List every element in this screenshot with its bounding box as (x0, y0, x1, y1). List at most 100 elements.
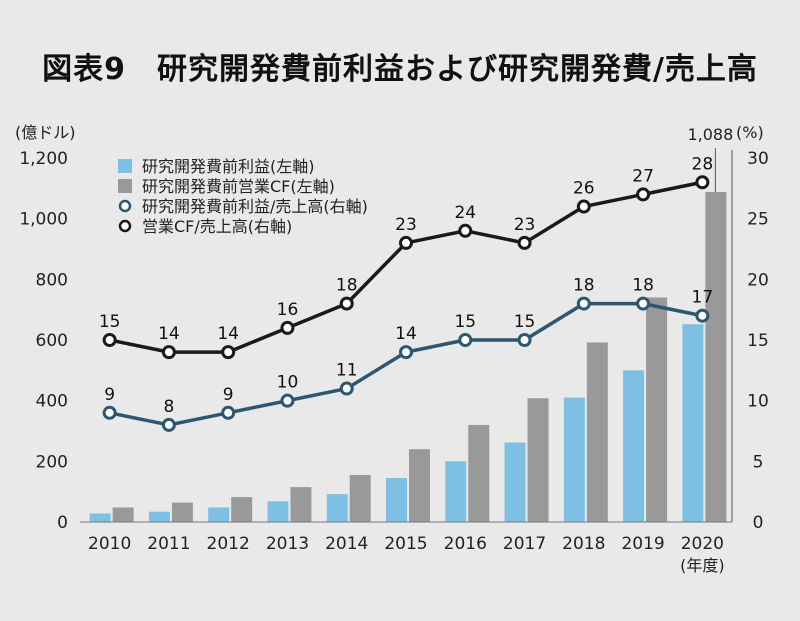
x-tick-label: 2013 (266, 534, 309, 554)
x-tick-label: 2010 (88, 534, 131, 554)
data-label: 24 (454, 203, 476, 223)
bar-operating-cf-2014 (349, 474, 371, 522)
bar-pretax-profit-2015 (386, 478, 407, 522)
data-label: 23 (514, 215, 536, 235)
data-label: 26 (573, 179, 595, 199)
data-label: 17 (692, 288, 714, 308)
legend-label: 営業CF/売上高(右軸) (142, 217, 292, 236)
point-cf-ratio-2011 (161, 345, 176, 360)
bar-operating-cf-2011 (171, 502, 193, 522)
data-label: 18 (336, 276, 358, 296)
bar-pretax-profit-2014 (326, 494, 348, 522)
data-label: 27 (632, 166, 654, 186)
point-profit-ratio-2015 (399, 345, 413, 360)
point-profit-ratio-2020 (695, 308, 710, 323)
bar-operating-cf-2018 (586, 342, 608, 522)
right-tick-label: 5 (753, 452, 764, 472)
x-tick-label: 2020 (681, 534, 724, 554)
point-profit-ratio-2016 (458, 333, 473, 347)
point-cf-ratio-2013 (280, 320, 295, 335)
bar-operating-cf-2012 (231, 497, 253, 522)
point-profit-ratio-2018 (576, 296, 591, 311)
point-profit-ratio-2013 (280, 393, 295, 408)
bar-pretax-profit-2011 (148, 511, 170, 522)
right-tick-label: 20 (747, 270, 769, 290)
point-cf-ratio-2012 (221, 345, 236, 360)
x-tick-label: 2015 (384, 534, 427, 554)
chart-title: 図表9 研究開発費前利益および研究開発費/売上高 (42, 52, 758, 87)
point-profit-ratio-2019 (636, 296, 651, 311)
right-tick-label: 15 (747, 331, 769, 351)
bar-value-label-2020: 1,088 (687, 125, 733, 144)
data-label: 8 (163, 397, 174, 417)
legend-swatch (118, 159, 132, 173)
right-tick-label: 10 (747, 392, 769, 412)
bar-pretax-profit-2010 (89, 513, 111, 522)
bar-pretax-profit-2019 (623, 370, 645, 522)
left-tick-label: 1,000 (19, 210, 68, 230)
data-label: 28 (692, 154, 714, 174)
data-label: 14 (217, 324, 239, 344)
bar-operating-cf-2015 (409, 449, 430, 522)
data-label: 15 (514, 312, 536, 332)
bar-operating-cf-2019 (646, 297, 668, 522)
bar-pretax-profit-2013 (267, 501, 289, 522)
point-profit-ratio-2010 (102, 405, 117, 420)
point-cf-ratio-2019 (636, 187, 651, 202)
point-cf-ratio-2016 (458, 223, 473, 238)
point-profit-ratio-2017 (517, 333, 532, 347)
point-cf-ratio-2017 (517, 235, 532, 250)
point-cf-ratio-2014 (339, 296, 354, 311)
left-tick-label: 0 (57, 513, 68, 533)
data-label: 14 (395, 324, 417, 344)
data-label: 14 (158, 324, 180, 344)
data-label: 10 (277, 373, 299, 393)
x-tick-label: 2017 (503, 534, 546, 554)
bar-pretax-profit-2018 (563, 397, 585, 522)
bar-operating-cf-2010 (112, 507, 134, 522)
bar-operating-cf-2017 (527, 398, 549, 522)
bar-pretax-profit-2020 (682, 324, 704, 522)
bar-operating-cf-2013 (290, 487, 312, 522)
x-axis-unit: (年度) (680, 556, 725, 575)
data-label: 9 (104, 385, 115, 405)
line-profit-ratio (109, 301, 703, 427)
left-tick-label: 800 (36, 270, 68, 290)
bar-pretax-profit-2017 (504, 442, 526, 522)
data-label: 11 (336, 361, 358, 381)
left-axis-unit: (億ドル) (15, 123, 76, 142)
data-label: 15 (99, 312, 121, 332)
point-profit-ratio-2012 (221, 405, 236, 420)
x-tick-label: 2012 (207, 534, 250, 554)
left-tick-label: 1,200 (19, 149, 68, 169)
bar-operating-cf-2016 (468, 424, 490, 522)
legend-label: 研究開発費前利益/売上高(右軸) (142, 197, 368, 216)
data-label: 18 (573, 276, 595, 296)
legend-label: 研究開発費前営業CF(左軸) (142, 177, 335, 196)
x-tick-label: 2018 (562, 534, 605, 554)
point-cf-ratio-2018 (576, 199, 591, 214)
right-axis-unit: (%) (736, 123, 764, 142)
x-tick-label: 2011 (147, 534, 190, 554)
x-tick-label: 2016 (444, 534, 487, 554)
data-label: 16 (277, 300, 299, 320)
data-label: 23 (395, 215, 417, 235)
x-tick-label: 2014 (325, 534, 368, 554)
left-tick-label: 400 (36, 392, 68, 412)
point-profit-ratio-2014 (339, 381, 354, 396)
bar-pretax-profit-2012 (208, 507, 230, 522)
data-label: 15 (454, 312, 476, 332)
left-tick-label: 600 (36, 331, 68, 351)
legend-marker (118, 199, 132, 213)
data-label: 9 (223, 385, 234, 405)
left-tick-label: 200 (36, 452, 68, 472)
legend-label: 研究開発費前利益(左軸) (142, 157, 315, 176)
right-tick-label: 0 (753, 513, 764, 533)
legend-marker (118, 219, 132, 233)
point-cf-ratio-2020 (695, 175, 710, 190)
point-cf-ratio-2010 (102, 333, 117, 347)
legend-swatch (118, 179, 132, 193)
data-label: 18 (632, 276, 654, 296)
